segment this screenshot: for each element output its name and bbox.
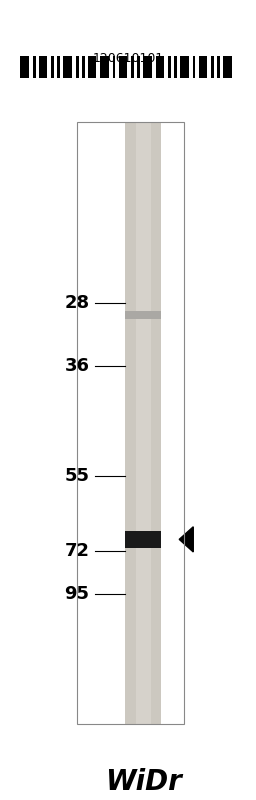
Bar — [143, 56, 152, 78]
Bar — [57, 56, 60, 78]
Text: 55: 55 — [65, 467, 90, 486]
Bar — [211, 56, 214, 78]
Bar — [113, 56, 115, 78]
Bar — [156, 56, 164, 78]
Bar — [88, 56, 96, 78]
Bar — [125, 122, 161, 725]
Bar — [199, 56, 207, 78]
Bar — [137, 56, 140, 78]
Text: 95: 95 — [65, 586, 90, 603]
Bar — [180, 56, 188, 78]
Bar — [51, 56, 54, 78]
Bar — [174, 56, 177, 78]
Bar — [136, 122, 151, 725]
Bar — [39, 56, 47, 78]
Bar — [217, 56, 220, 78]
Bar — [131, 56, 134, 78]
Text: 28: 28 — [65, 294, 90, 312]
Text: 36: 36 — [65, 357, 90, 375]
Bar — [223, 56, 231, 78]
Bar — [20, 56, 29, 78]
Bar — [168, 56, 171, 78]
Bar — [125, 311, 161, 319]
Bar — [119, 56, 127, 78]
Bar — [33, 56, 36, 78]
Text: WiDr: WiDr — [105, 768, 182, 796]
Bar — [100, 56, 109, 78]
Bar — [63, 56, 72, 78]
Bar — [77, 122, 184, 725]
Bar — [125, 530, 161, 548]
Polygon shape — [179, 526, 193, 552]
Text: 72: 72 — [65, 542, 90, 560]
Text: 120610101: 120610101 — [92, 52, 164, 65]
Bar — [82, 56, 85, 78]
Bar — [193, 56, 195, 78]
Bar — [76, 56, 79, 78]
